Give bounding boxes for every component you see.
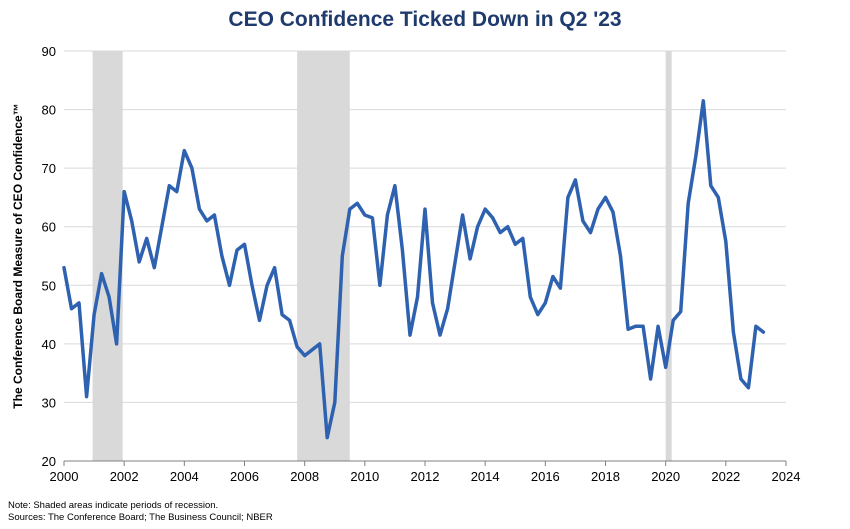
x-tick-label-2020: 2020	[651, 469, 680, 484]
gridlines	[64, 50, 786, 403]
y-tick-label-70: 70	[42, 161, 56, 176]
recession-band-0	[92, 51, 123, 461]
x-tick-label-2008: 2008	[290, 469, 319, 484]
y-axis-label: The Conference Board Measure of CEO Conf…	[11, 103, 25, 408]
series-line-0	[62, 99, 766, 440]
x-tick-label-2016: 2016	[531, 469, 560, 484]
y-tick-label-50: 50	[42, 278, 56, 293]
x-tick-label-2002: 2002	[110, 469, 139, 484]
y-tick-label-90: 90	[42, 44, 56, 59]
x-tick-label-2004: 2004	[170, 469, 199, 484]
series-lines	[62, 99, 766, 440]
x-tick-label-2014: 2014	[471, 469, 500, 484]
axes	[63, 460, 787, 466]
y-tick-label-30: 30	[42, 395, 56, 410]
chart-title: CEO Confidence Ticked Down in Q2 '23	[228, 8, 622, 31]
x-tick-label-2012: 2012	[411, 469, 440, 484]
recession-band-2	[665, 51, 672, 461]
x-tick-label-2010: 2010	[350, 469, 379, 484]
note-recession: Note: Shaded areas indicate periods of r…	[8, 500, 219, 511]
x-tick-label-2018: 2018	[591, 469, 620, 484]
y-tick-label-60: 60	[42, 220, 56, 235]
x-tick-labels: 2000 2002 2004 2006 2008 2010 2012 2014 2016 2018…	[50, 469, 801, 484]
y-tick-label-20: 20	[42, 454, 56, 469]
x-tick-label-2022: 2022	[711, 469, 740, 484]
x-tick-label-2006: 2006	[230, 469, 259, 484]
x-tick-label-2000: 2000	[50, 469, 79, 484]
y-tick-label-80: 80	[42, 103, 56, 118]
y-tick-label-40: 40	[42, 337, 56, 352]
note-sources: Sources: The Conference Board; The Busin…	[8, 512, 273, 523]
y-tick-labels: 20 30 40 50 60 70 80 90	[42, 44, 56, 469]
x-tick-label-2024: 2024	[772, 469, 801, 484]
